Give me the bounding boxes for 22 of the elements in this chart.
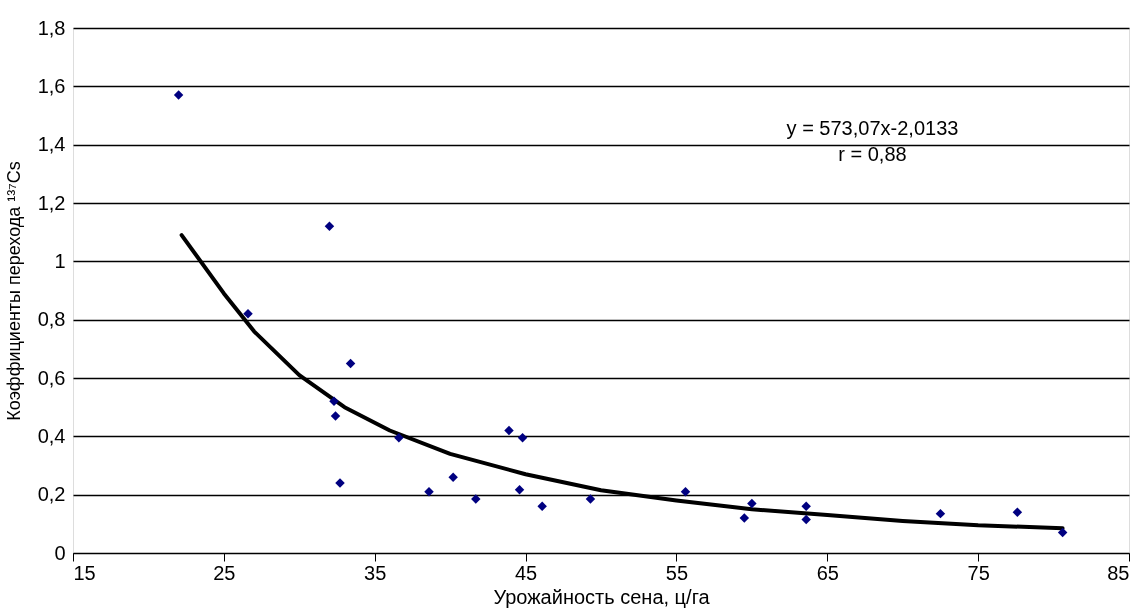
x-tick-label: 65 (816, 561, 839, 584)
x-tick-label: 55 (665, 561, 689, 584)
x-tick-label: 75 (967, 561, 990, 584)
x-tick-label: 45 (514, 561, 538, 584)
y-tick-label: 0,6 (37, 366, 66, 389)
y-tick-label: 1,8 (37, 16, 66, 39)
y-tick-label: 1,4 (37, 133, 66, 156)
x-axis-title: Урожайность сена, ц/га (493, 585, 711, 608)
y-tick-label: 0,8 (37, 308, 66, 331)
y-tick-label: 0,2 (37, 483, 66, 506)
x-tick-label: 25 (213, 561, 236, 584)
y-tick-label: 1,6 (37, 74, 66, 97)
y-tick-label: 0,4 (37, 424, 66, 447)
x-tick-label: 35 (364, 561, 387, 584)
y-tick-label: 1 (54, 249, 66, 272)
y-axis-title: Коэффициенты перехода ¹³⁷Cs (3, 161, 24, 421)
annotation: y = 573,07x-2,0133 (786, 117, 959, 140)
annotation: r = 0,88 (838, 143, 907, 166)
x-tick-label: 15 (73, 561, 96, 584)
y-tick-label: 0 (54, 541, 66, 564)
y-tick-label: 1,2 (37, 191, 66, 214)
x-tick-label: 85 (1107, 561, 1130, 584)
